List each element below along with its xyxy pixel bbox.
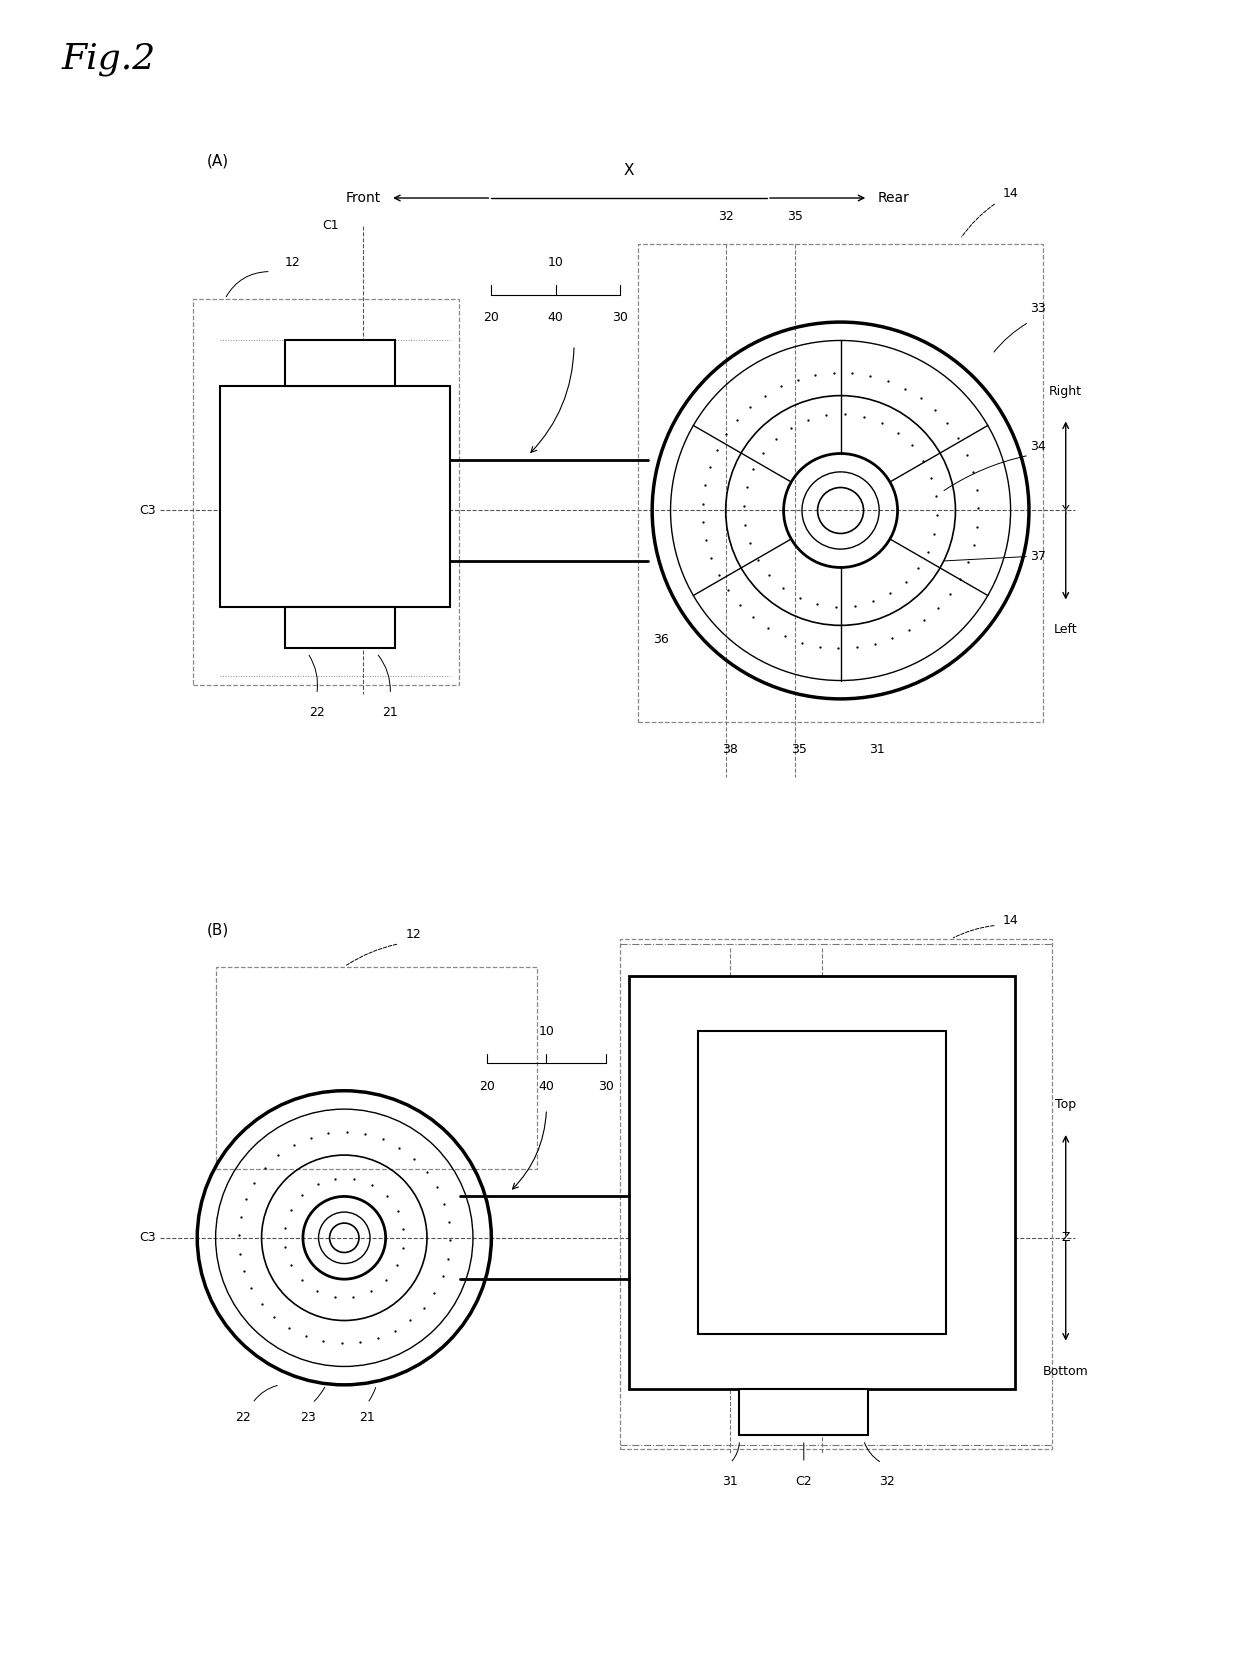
Bar xyxy=(221,386,450,607)
Text: C3: C3 xyxy=(139,505,156,516)
Bar xyxy=(620,939,1052,1449)
Text: Right: Right xyxy=(1049,384,1083,398)
Text: (A): (A) xyxy=(206,154,228,169)
Text: 20: 20 xyxy=(484,311,500,324)
Text: Fig.2: Fig.2 xyxy=(62,42,156,75)
Text: C2: C2 xyxy=(796,1475,812,1487)
Text: 30: 30 xyxy=(598,1079,614,1093)
Text: 22: 22 xyxy=(309,707,325,719)
Text: 20: 20 xyxy=(479,1079,495,1093)
Text: 32: 32 xyxy=(718,211,734,222)
Text: Rear: Rear xyxy=(878,190,909,206)
Text: 32: 32 xyxy=(879,1475,894,1487)
Text: 35: 35 xyxy=(791,744,807,755)
Text: 10: 10 xyxy=(548,256,564,269)
Text: 21: 21 xyxy=(382,707,398,719)
Text: 23: 23 xyxy=(300,1410,315,1424)
Text: 40: 40 xyxy=(548,311,564,324)
Text: 33: 33 xyxy=(1030,302,1047,314)
Bar xyxy=(629,976,1016,1390)
Text: C1: C1 xyxy=(322,219,339,232)
Text: 14: 14 xyxy=(1003,914,1018,927)
Text: 37: 37 xyxy=(1030,550,1047,563)
Bar xyxy=(284,607,394,648)
Text: 30: 30 xyxy=(613,311,627,324)
Text: 36: 36 xyxy=(653,633,670,645)
Text: 35: 35 xyxy=(786,211,802,222)
Text: 31: 31 xyxy=(723,1475,738,1487)
Text: 31: 31 xyxy=(869,744,885,755)
Bar xyxy=(739,1390,868,1435)
Text: 14: 14 xyxy=(1003,187,1018,201)
Bar xyxy=(698,1031,946,1333)
Text: 38: 38 xyxy=(723,744,738,755)
Bar xyxy=(216,966,537,1170)
Text: Top: Top xyxy=(1055,1098,1076,1111)
Text: 34: 34 xyxy=(1030,439,1047,453)
Text: C3: C3 xyxy=(139,1232,156,1245)
Text: X: X xyxy=(624,164,635,177)
Bar xyxy=(639,244,1043,722)
Text: 22: 22 xyxy=(236,1410,250,1424)
Bar xyxy=(192,299,459,685)
Text: Left: Left xyxy=(1054,623,1078,637)
Text: 40: 40 xyxy=(538,1079,554,1093)
Text: 21: 21 xyxy=(360,1410,376,1424)
Text: Bottom: Bottom xyxy=(1043,1365,1089,1377)
Text: (B): (B) xyxy=(206,922,228,937)
Bar xyxy=(284,341,394,386)
Text: 10: 10 xyxy=(538,1024,554,1038)
Text: Z: Z xyxy=(1061,1232,1070,1245)
Text: 12: 12 xyxy=(405,927,422,941)
Text: 12: 12 xyxy=(284,256,300,269)
Text: Front: Front xyxy=(346,190,381,206)
Text: Y: Y xyxy=(1061,505,1070,516)
